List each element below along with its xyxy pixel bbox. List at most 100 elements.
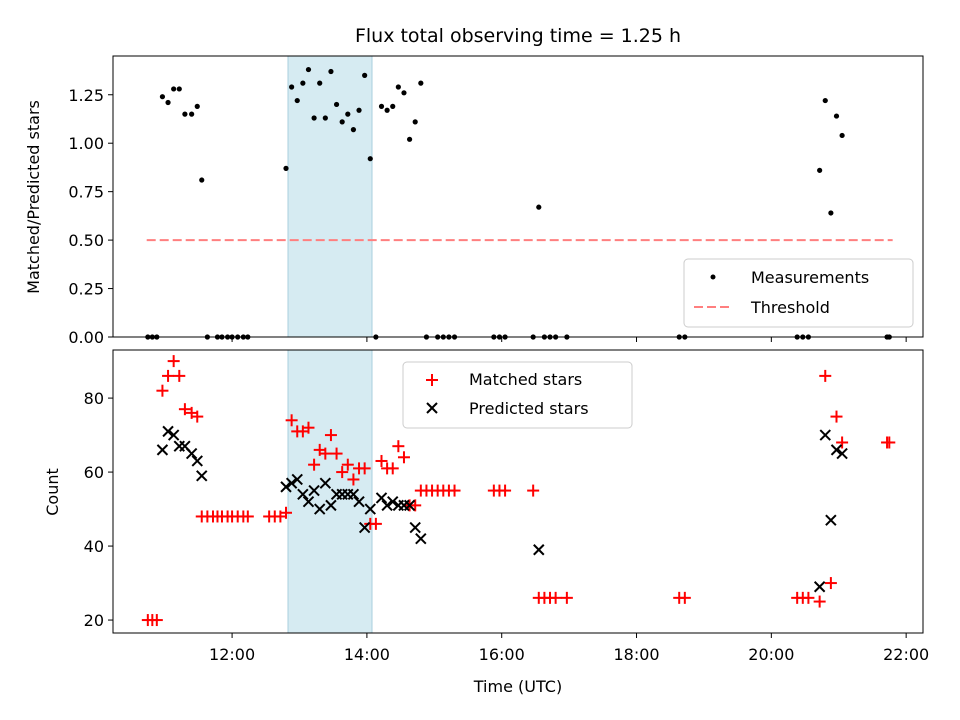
- measurement-point: [194, 103, 200, 109]
- matched-star-point: [324, 429, 337, 442]
- measurement-point: [328, 68, 334, 75]
- matched-star-point: [836, 436, 849, 449]
- matched-star-point: [527, 484, 540, 497]
- predicted-star-point: [347, 488, 360, 500]
- x-axis-label: Time (UTC): [473, 677, 562, 696]
- predicted-star-point: [196, 470, 208, 482]
- measurement-point: [283, 165, 289, 171]
- bottom-y-axis-label: Count: [43, 468, 62, 516]
- matched-star-point: [813, 595, 826, 608]
- measurement-point: [189, 111, 195, 117]
- matched-star-point: [178, 403, 191, 416]
- matched-star-point: [549, 591, 562, 604]
- predicted-star-point: [819, 429, 831, 441]
- measurement-point: [412, 119, 418, 125]
- measurement-point: [305, 66, 312, 73]
- predicted-star-point: [813, 581, 826, 593]
- matched-star-point: [375, 454, 388, 467]
- predicted-star-point: [409, 521, 421, 534]
- top-y-tick-label: 0.75: [68, 183, 104, 202]
- measurement-point: [367, 156, 373, 162]
- legend-measurements-marker: [710, 274, 716, 280]
- matched-star-point: [386, 462, 399, 475]
- predicted-star-point: [191, 455, 203, 467]
- legend-predicted-label: Predicted stars: [469, 399, 589, 418]
- legend-predicted-marker: [426, 402, 438, 414]
- measurement-point: [182, 111, 188, 117]
- predicted-star-point: [280, 481, 292, 493]
- measurement-point: [833, 113, 840, 119]
- bottom-x-axis: 12:00 14:00 16:00 18:00 20:00 22:00: [209, 633, 929, 664]
- predicted-star-point: [825, 514, 837, 526]
- predicted-star-point: [285, 477, 298, 489]
- x-tick-label: 18:00: [613, 645, 659, 664]
- x-tick-label: 14:00: [344, 645, 390, 664]
- matched-star-point: [392, 440, 405, 453]
- measurement-point: [839, 132, 845, 139]
- top-y-tick-label: 0.00: [68, 328, 104, 347]
- matched-star-point: [369, 517, 382, 530]
- predicted-star-point: [325, 499, 337, 512]
- predicted-star-point: [403, 499, 416, 512]
- matched-star-point: [397, 451, 410, 464]
- chart-title: Flux total observing time = 1.25 h: [355, 25, 681, 47]
- measurement-point: [828, 210, 834, 216]
- x-tick-label: 16:00: [479, 645, 525, 664]
- measurement-point: [345, 111, 351, 117]
- x-tick-label: 22:00: [883, 645, 929, 664]
- matched-star-point: [150, 614, 163, 627]
- predicted-star-point: [358, 521, 371, 534]
- matched-star-point: [280, 506, 293, 519]
- matched-star-point: [802, 591, 815, 604]
- measurement-point: [356, 107, 362, 113]
- measurement-point: [289, 84, 295, 90]
- measurement-point: [300, 80, 306, 86]
- measurement-point: [390, 103, 396, 109]
- measurement-point: [159, 94, 166, 100]
- measurement-point: [350, 127, 357, 133]
- predicted-star-point: [162, 425, 174, 438]
- measurement-point: [317, 80, 323, 86]
- x-tick-label: 20:00: [748, 645, 794, 664]
- matched-star-point: [285, 414, 298, 427]
- measurement-point: [362, 72, 368, 78]
- matched-star-point: [336, 466, 349, 479]
- bottom-y-axis: 20 40 60 80: [84, 389, 113, 630]
- measurement-point: [339, 119, 345, 125]
- top-y-tick-label: 1.00: [68, 134, 104, 153]
- measurement-point: [176, 86, 182, 92]
- measurement-point: [401, 90, 407, 96]
- matched-star-point: [173, 369, 186, 382]
- bottom-legend-box: [402, 361, 633, 429]
- matched-star-point: [241, 510, 254, 523]
- predicted-star-point: [533, 544, 545, 556]
- legend-matched-label: Matched stars: [469, 370, 582, 389]
- measurement-point: [322, 115, 328, 121]
- measurement-point: [171, 86, 177, 92]
- matched-star-point: [156, 384, 169, 397]
- measurement-point: [536, 204, 542, 210]
- measurement-point: [199, 177, 205, 183]
- measurement-point: [822, 97, 828, 104]
- top-y-axis-label: Matched/Predicted stars: [24, 100, 43, 294]
- matched-star-point: [883, 436, 896, 449]
- predicted-star-point: [415, 532, 427, 545]
- x-tick-label: 12:00: [209, 645, 255, 664]
- matched-star-point: [308, 458, 321, 471]
- matched-star-point: [678, 591, 691, 604]
- matched-star-point: [191, 410, 204, 423]
- predicted-star-point: [291, 473, 303, 486]
- measurement-point: [165, 99, 171, 106]
- matched-star-point: [824, 577, 837, 590]
- matched-star-point: [499, 484, 512, 497]
- predicted-star-point: [364, 503, 376, 515]
- bottom-y-tick-label: 20: [84, 611, 104, 630]
- matched-star-point: [167, 355, 180, 368]
- top-legend: Measurements Threshold: [683, 258, 914, 328]
- bottom-y-tick-label: 60: [84, 463, 104, 482]
- predicted-star-point: [314, 503, 326, 515]
- predicted-star-point: [830, 444, 843, 456]
- predicted-star-point: [297, 488, 309, 500]
- predicted-star-points: [156, 425, 848, 593]
